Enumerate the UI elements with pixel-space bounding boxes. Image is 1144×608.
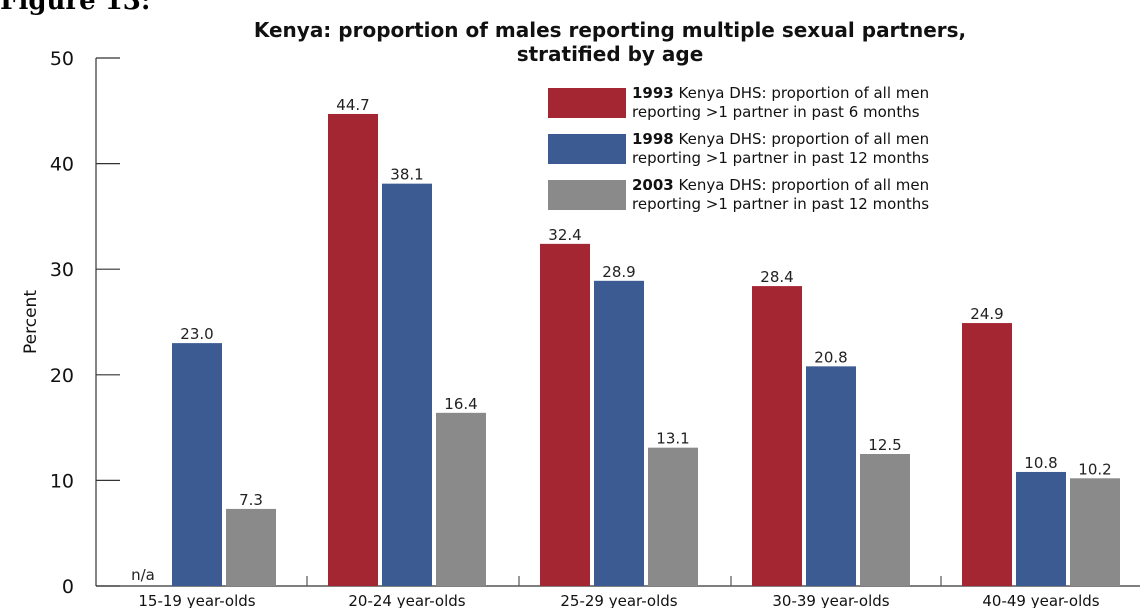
bar-1998-2: [382, 183, 432, 586]
y-tick-label-10: 10: [50, 470, 74, 492]
bar-1998-3: [594, 280, 644, 586]
legend-desc-1998-line1: Kenya DHS: proportion of all men: [678, 130, 930, 148]
figure-label: Figure 13:: [0, 0, 151, 16]
legend-swatch-1998: [548, 134, 626, 164]
bar-label-2003-5: 10.2: [1078, 460, 1111, 478]
bar-1998-5: [1016, 471, 1066, 586]
bar-label-1998-5: 10.8: [1024, 454, 1057, 472]
y-tick-label-40: 40: [50, 154, 74, 176]
bar-1998-4: [806, 366, 856, 586]
bar-1998-1: [172, 343, 222, 586]
legend-swatch-1993: [548, 88, 626, 118]
chart-title-line1: Kenya: proportion of males reporting mul…: [253, 18, 967, 42]
legend-desc-1998-line2: reporting >1 partner in past 12 months: [632, 149, 930, 167]
x-category-label-1: 15-19 year-olds: [138, 592, 255, 608]
bar-label-2003-2: 16.4: [444, 395, 477, 413]
x-category-label-4: 30-39 year-olds: [772, 592, 889, 608]
bar-2003-1: [226, 508, 276, 586]
legend-desc-2003-line2: reporting >1 partner in past 12 months: [632, 195, 930, 213]
bar-2003-3: [648, 447, 698, 586]
chart-title-line2: stratified by age: [516, 42, 704, 66]
bar-1993-3: [540, 243, 590, 586]
bar-1993-5: [962, 323, 1012, 586]
bar-label-1998-1: 23.0: [180, 325, 213, 343]
bar-label-2003-4: 12.5: [868, 436, 901, 454]
bar-2003-2: [436, 412, 486, 586]
bar-2003-4: [860, 454, 910, 586]
bar-label-1998-3: 28.9: [602, 263, 635, 281]
y-axis-title: Percent: [21, 290, 41, 354]
bar-1993-4: [752, 286, 802, 586]
bar-label-1998-2: 38.1: [390, 166, 423, 184]
bar-label-1998-4: 20.8: [814, 348, 847, 366]
bar-label-1993-4: 28.4: [760, 268, 793, 286]
bar-1993-2: [328, 113, 378, 586]
bar-label-1993-2: 44.7: [336, 96, 369, 114]
bar-2003-5: [1070, 478, 1120, 586]
legend-desc-1993-line1: Kenya DHS: proportion of all men: [678, 84, 930, 102]
x-category-label-5: 40-49 year-olds: [982, 592, 1099, 608]
y-tick-label-0: 0: [62, 576, 74, 598]
legend-text-2003: 2003 Kenya DHS: proportion of all men re…: [632, 176, 1052, 214]
bar-label-2003-1: 7.3: [239, 491, 263, 509]
x-category-label-3: 25-29 year-olds: [560, 592, 677, 608]
legend-swatch-2003: [548, 180, 626, 210]
y-tick-label-20: 20: [50, 365, 74, 387]
legend-text-1993: 1993 Kenya DHS: proportion of all men re…: [632, 84, 1052, 122]
bar-label-1993-1: n/a: [131, 566, 155, 584]
legend-desc-1993-line2: reporting >1 partner in past 6 months: [632, 103, 920, 121]
bar-label-2003-3: 13.1: [656, 430, 689, 448]
legend-text-1998: 1998 Kenya DHS: proportion of all men re…: [632, 130, 1052, 168]
legend-desc-2003-line1: Kenya DHS: proportion of all men: [678, 176, 930, 194]
y-tick-label-30: 30: [50, 259, 74, 281]
bar-label-1993-3: 32.4: [548, 226, 581, 244]
legend-year-2003: 2003: [632, 176, 674, 194]
legend-year-1993: 1993: [632, 84, 674, 102]
legend-year-1998: 1998: [632, 130, 674, 148]
x-category-label-2: 20-24 year-olds: [348, 592, 465, 608]
bar-label-1993-5: 24.9: [970, 305, 1003, 323]
y-tick-label-50: 50: [50, 48, 74, 70]
